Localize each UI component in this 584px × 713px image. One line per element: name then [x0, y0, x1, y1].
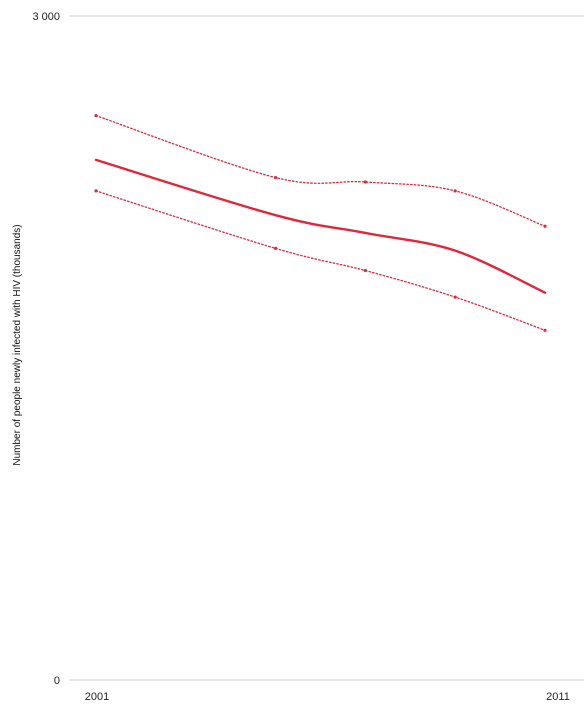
x-tick-label-start: 2001 — [85, 691, 109, 703]
data-point-lower-bound-1 — [274, 246, 278, 250]
y-axis-label: Number of people newly infected with HIV… — [12, 224, 23, 465]
x-tick-label-end: 2011 — [546, 691, 570, 703]
series-line-estimate — [94, 158, 547, 294]
data-point-lower-bound-3 — [453, 295, 457, 299]
data-point-lower-bound-4 — [543, 328, 547, 332]
data-point-upper-bound-3 — [453, 189, 457, 193]
data-point-lower-bound-0 — [94, 189, 98, 193]
data-point-upper-bound-0 — [94, 114, 98, 118]
series-line-lower-bound — [95, 190, 546, 331]
y-tick-label-bottom: 0 — [54, 675, 60, 687]
series-line-upper-bound — [95, 114, 546, 227]
data-point-upper-bound-4 — [543, 224, 547, 228]
y-tick-label-top: 3 000 — [32, 11, 60, 23]
data-point-upper-bound-2 — [363, 180, 367, 184]
data-point-lower-bound-2 — [363, 268, 367, 273]
data-point-upper-bound-1 — [274, 175, 278, 180]
series-layer — [94, 114, 547, 332]
